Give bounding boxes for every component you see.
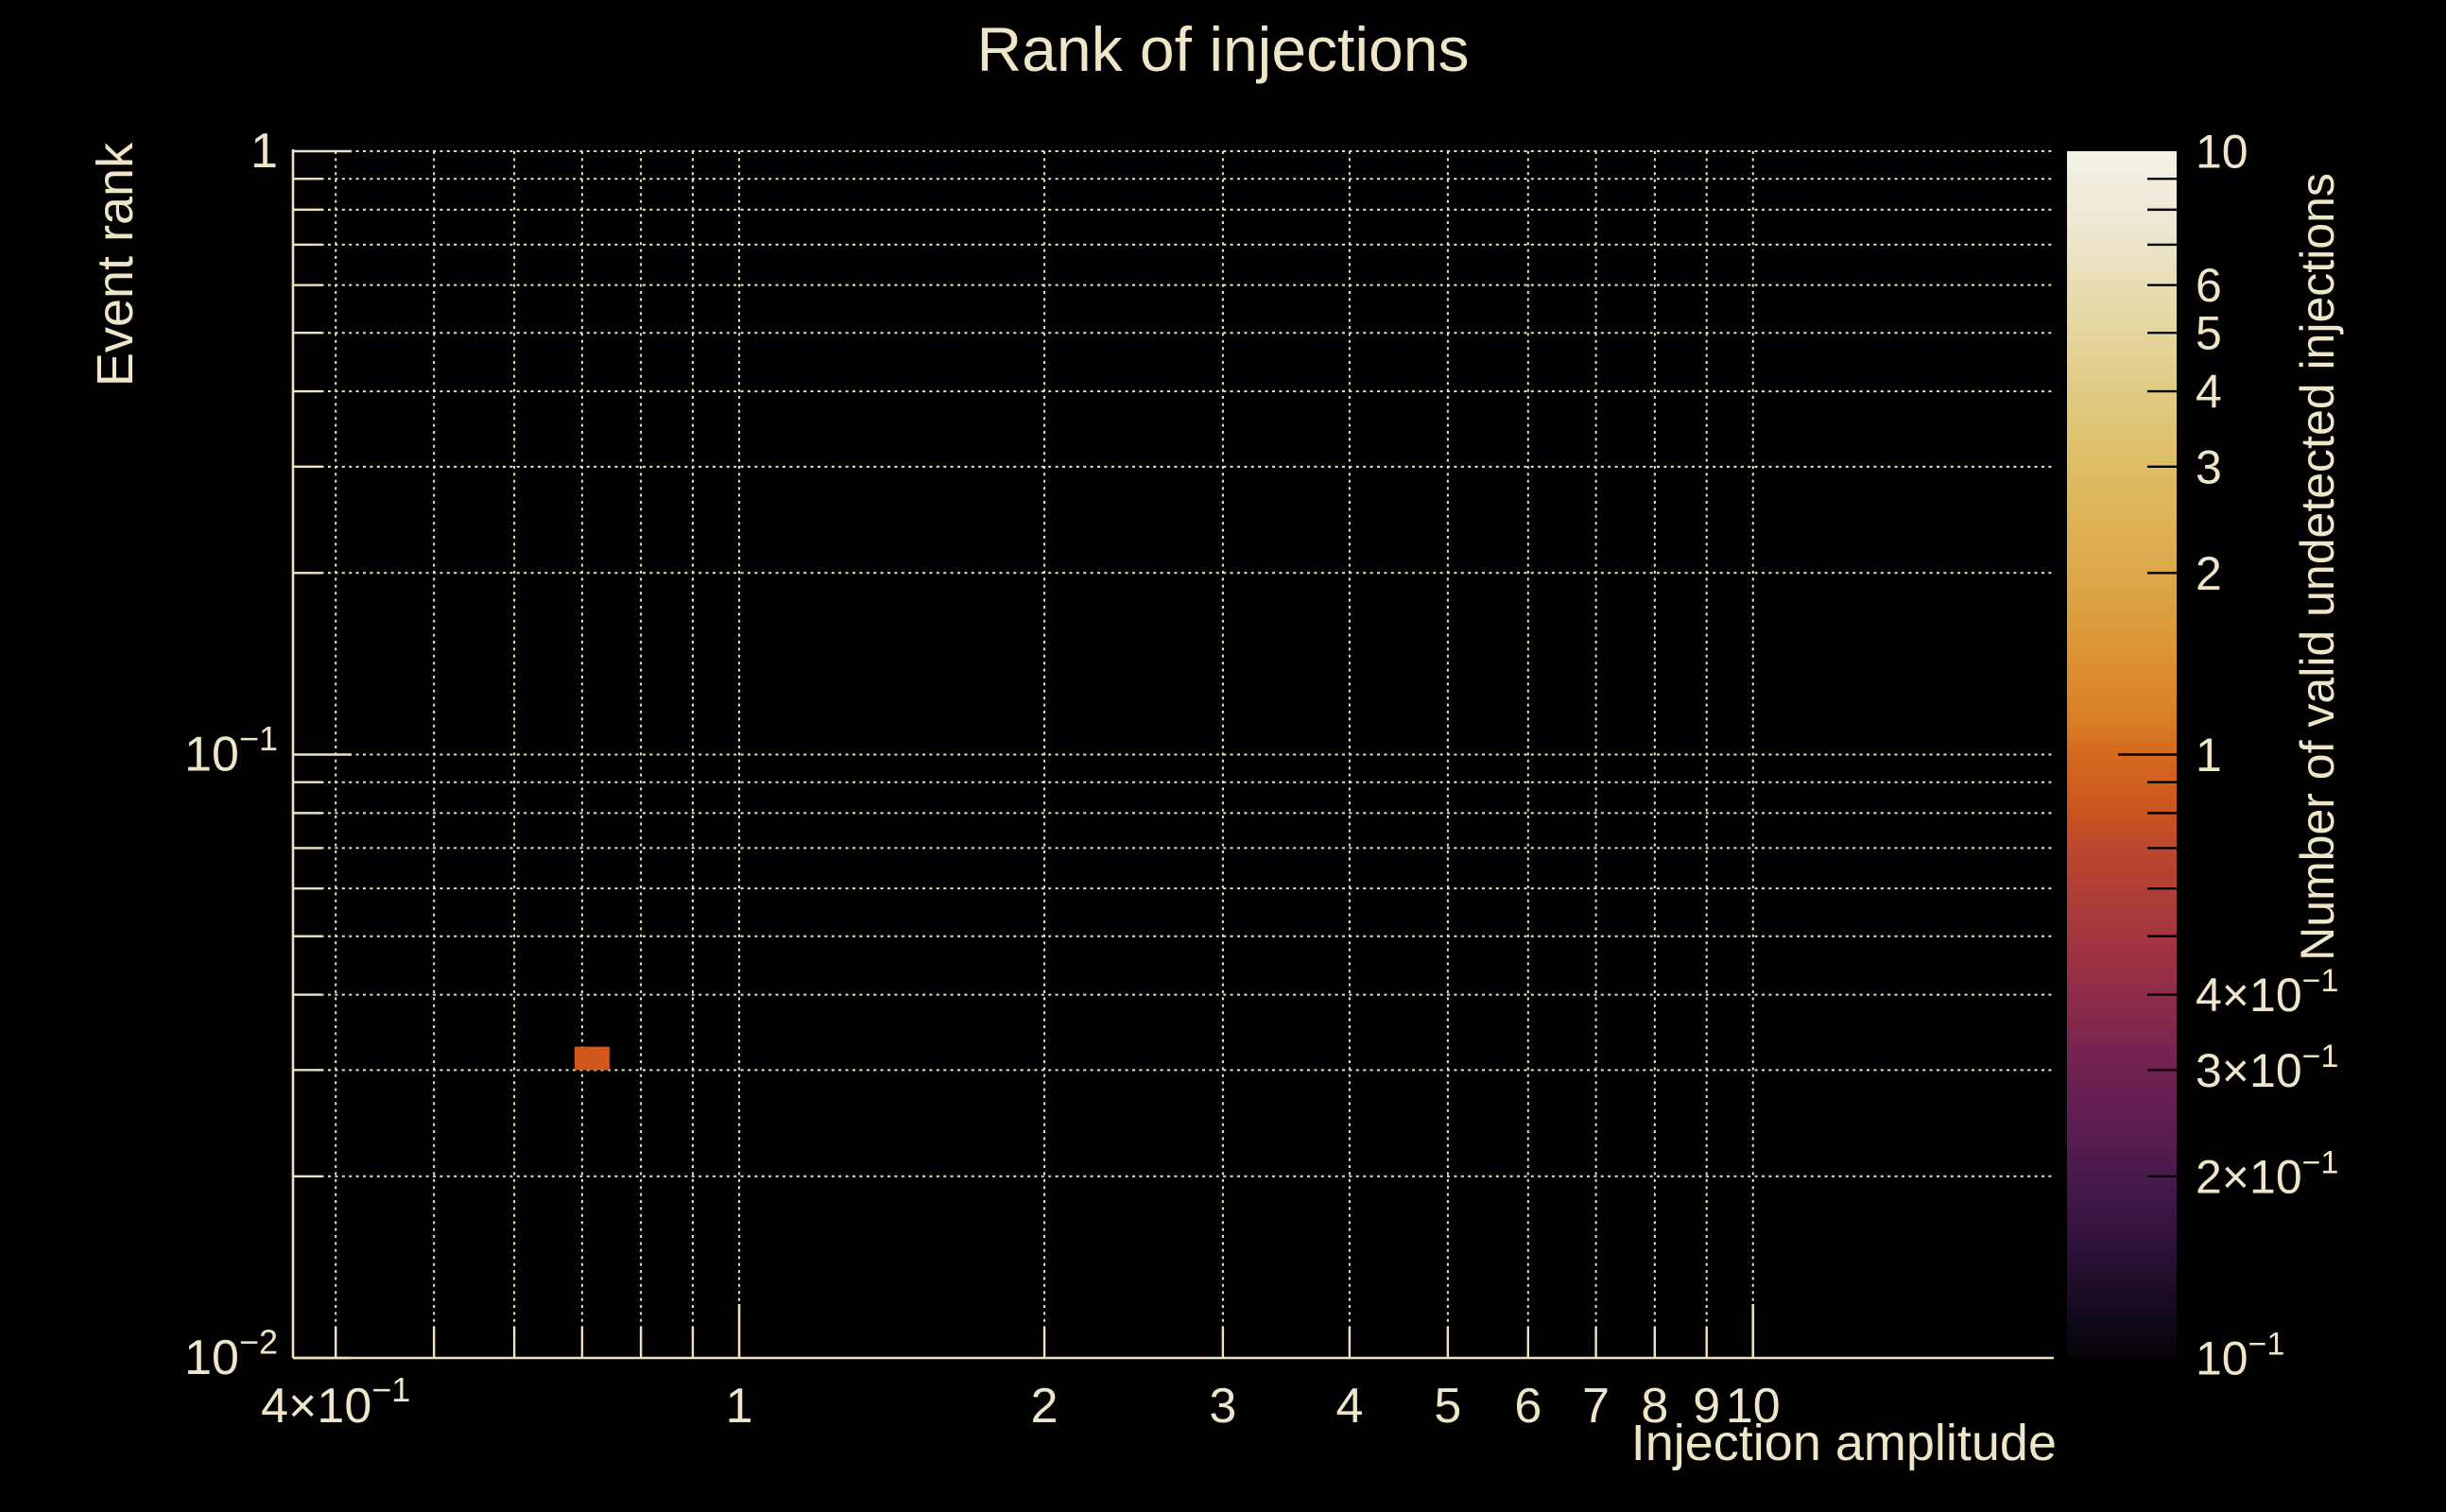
x-tick-label: 4×10−1 bbox=[261, 1370, 410, 1434]
colorbar-tick-label: 4×10−1 bbox=[2196, 963, 2338, 1022]
y-tick-label: 1 bbox=[250, 124, 278, 179]
y-tick-label: 10−2 bbox=[184, 1322, 278, 1385]
colorbar-tick-label: 10−1 bbox=[2196, 1327, 2284, 1385]
colorbar-tick-label: 5 bbox=[2196, 307, 2222, 360]
colorbar-tick-label: 3×10−1 bbox=[2196, 1039, 2338, 1097]
colorbar-tick-label: 3 bbox=[2196, 440, 2222, 493]
colorbar-tick-label: 4 bbox=[2196, 366, 2222, 419]
colorbar-tick-label: 6 bbox=[2196, 259, 2222, 312]
colorbar-tick-label: 1 bbox=[2196, 729, 2222, 782]
x-tick-label: 9 bbox=[1693, 1379, 1720, 1434]
x-tick-label: 6 bbox=[1514, 1379, 1542, 1434]
x-tick-label: 1 bbox=[726, 1379, 753, 1434]
chart-title: Rank of injections bbox=[976, 14, 1470, 84]
x-axis-title: Injection amplitude bbox=[1630, 1415, 2057, 1471]
heatmap-bin bbox=[574, 1046, 610, 1071]
colorbar-tick-label: 10 bbox=[2196, 126, 2248, 179]
x-tick-label: 4 bbox=[1335, 1379, 1363, 1434]
x-tick-label: 7 bbox=[1582, 1379, 1610, 1434]
x-tick-label: 5 bbox=[1434, 1379, 1461, 1434]
colorbar-tick-label: 2×10−1 bbox=[2196, 1144, 2338, 1203]
x-tick-label: 8 bbox=[1641, 1379, 1668, 1434]
y-tick-label: 10−1 bbox=[184, 719, 278, 782]
colorbar-tick-label: 2 bbox=[2196, 547, 2222, 600]
x-tick-label: 2 bbox=[1031, 1379, 1059, 1434]
x-tick-label: 3 bbox=[1209, 1379, 1236, 1434]
x-tick-label: 10 bbox=[1726, 1379, 1781, 1434]
